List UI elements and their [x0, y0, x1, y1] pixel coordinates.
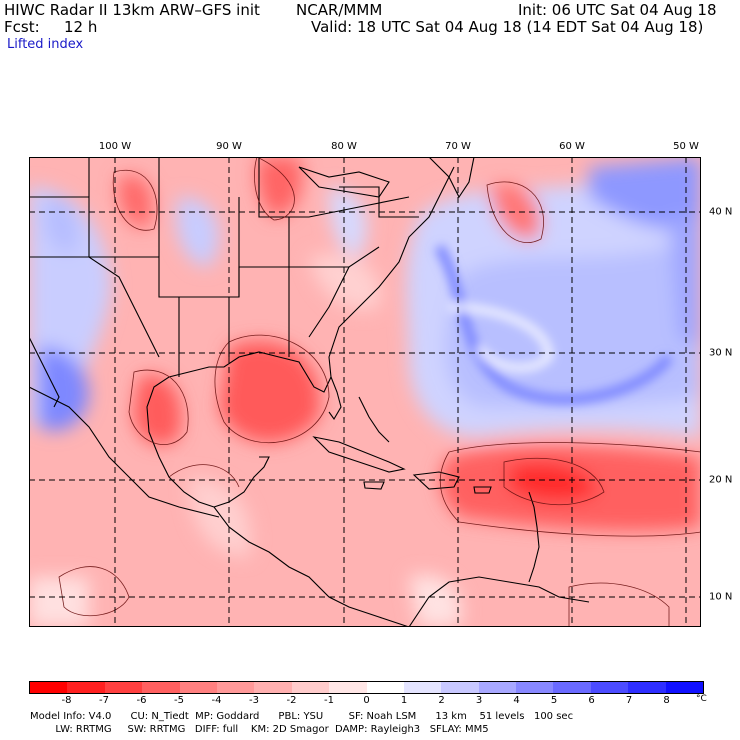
colorbar-cell — [516, 682, 554, 693]
colorbar-tick-label: -2 — [286, 695, 297, 706]
lat-label: 20 N — [709, 474, 733, 486]
colorbar-cell — [67, 682, 105, 693]
colorbar-tick-label: -8 — [61, 695, 72, 706]
forecast-label: Fcst: — [4, 18, 40, 36]
lat-label: 30 N — [709, 347, 733, 359]
colorbar-tick-label: -7 — [99, 695, 109, 706]
field-shading — [29, 157, 701, 627]
colorbar-tick-label: 4 — [513, 695, 520, 706]
field-name: Lifted index — [7, 37, 84, 52]
colorbar-cell — [478, 682, 517, 693]
lon-label: 70 W — [445, 141, 471, 152]
colorbar-tick-label: 2 — [438, 695, 445, 706]
colorbar-tick-label: -4 — [211, 695, 222, 706]
lon-label: 50 W — [673, 141, 699, 152]
colorbar-cell — [179, 682, 217, 693]
colorbar-cell — [553, 682, 591, 693]
colorbar-tick-label: 8 — [663, 695, 670, 706]
lon-label: 90 W — [216, 141, 242, 152]
colorbar-cell — [329, 682, 367, 693]
colorbar-cell — [366, 682, 404, 693]
model-info-line2: LW: RRTMG SW: RRTMG DIFF: full KM: 2D Sm… — [30, 724, 489, 735]
colorbar-cell — [590, 682, 629, 693]
colorbar-cell — [665, 682, 704, 693]
contours — [58, 157, 701, 627]
colorbar-tick-label: 6 — [588, 695, 595, 706]
colorbar-cell — [30, 682, 68, 693]
colorbar-cell — [142, 682, 180, 693]
lat-label: 40 N — [709, 206, 733, 218]
colorbar-tick-label: 3 — [475, 695, 483, 706]
latlon-grid — [29, 157, 701, 627]
colorbar-unit: °C — [696, 694, 707, 704]
colorbar-tick-label: 5 — [550, 695, 558, 706]
lon-label: 60 W — [559, 141, 585, 152]
colorbar-tick-label: -1 — [324, 695, 334, 706]
colorbar-tick-label: 7 — [625, 695, 633, 706]
lifted-index-map — [29, 157, 701, 627]
lon-label: 80 W — [331, 141, 357, 152]
lat-label: 10 N — [709, 591, 733, 603]
lon-label: 100 W — [98, 141, 132, 152]
colorbar-cell — [441, 682, 479, 693]
forecast-hour: 12 h — [64, 18, 98, 36]
colorbar-cell — [254, 682, 292, 693]
colorbar-tick-label: 0 — [363, 695, 370, 706]
colorbar-cell — [291, 682, 330, 693]
model-info-line1: Model Info: V4.0 CU: N_Tiedt MP: Goddard… — [30, 711, 574, 722]
product-title: HIWC Radar II 13km ARW–GFS init — [4, 1, 260, 19]
colorbar-tick-label: -6 — [136, 695, 147, 706]
colorbar-cell — [628, 682, 666, 693]
valid-time: Valid: 18 UTC Sat 04 Aug 18 (14 EDT Sat … — [311, 18, 704, 36]
colorbar-tick-label: 1 — [400, 695, 408, 706]
colorbar-cell — [104, 682, 143, 693]
dry-air-swirl — [434, 244, 674, 405]
colorbar-cell — [403, 682, 442, 693]
colorbar-cell — [216, 682, 255, 693]
colorbar — [29, 681, 704, 694]
colorbar-tick-label: -3 — [249, 695, 259, 706]
colorbar-tick-label: -5 — [174, 695, 184, 706]
organization-label: NCAR/MMM — [296, 1, 383, 19]
init-time: Init: 06 UTC Sat 04 Aug 18 — [518, 1, 717, 19]
